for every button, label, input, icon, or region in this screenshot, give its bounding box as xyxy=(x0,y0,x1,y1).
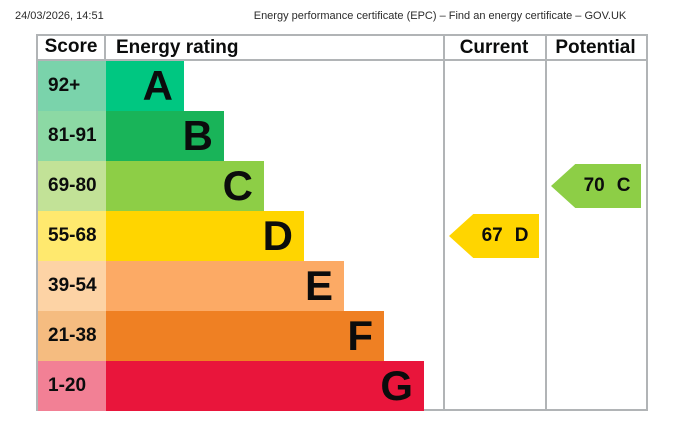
print-header-title: Energy performance certificate (EPC) – F… xyxy=(253,10,627,22)
score-range: 39-54 xyxy=(48,275,97,296)
band-letter: B xyxy=(182,112,213,159)
score-range: 21-38 xyxy=(48,325,97,346)
epc-band-row-d: 55-68 D xyxy=(38,211,646,261)
score-range: 69-80 xyxy=(48,175,97,196)
rating-bar: F xyxy=(106,311,384,361)
score-cell: 39-54 xyxy=(38,261,106,311)
rating-bar: E xyxy=(106,261,344,311)
epc-band-row-f: 21-38 F xyxy=(38,311,646,361)
score-cell: 92+ xyxy=(38,61,106,111)
rating-bar: G xyxy=(106,361,424,411)
epc-band-row-c: 69-80 C xyxy=(38,161,646,211)
potential-score-value: 70 xyxy=(583,175,605,196)
band-letter: D xyxy=(262,212,293,259)
current-column-divider xyxy=(443,36,445,409)
column-header-potential: Potential xyxy=(555,36,636,58)
epc-band-row-b: 81-91 B xyxy=(38,111,646,161)
score-range: 55-68 xyxy=(48,225,97,246)
rating-bar: A xyxy=(106,61,184,111)
score-range: 81-91 xyxy=(48,125,97,146)
epc-band-row-e: 39-54 E xyxy=(38,261,646,311)
score-range: 92+ xyxy=(48,75,81,96)
column-header-energy-rating: Energy rating xyxy=(116,36,239,58)
epc-band-row-g: 1-20 G xyxy=(38,361,646,411)
band-letter: E xyxy=(304,262,333,309)
score-cell: 69-80 xyxy=(38,161,106,211)
score-cell: 55-68 xyxy=(38,211,106,261)
potential-column-divider xyxy=(545,36,547,409)
band-letter: A xyxy=(142,62,173,109)
score-cell: 81-91 xyxy=(38,111,106,161)
band-letter: F xyxy=(347,312,373,359)
potential-band-letter: C xyxy=(616,175,631,196)
current-score-value: 67 xyxy=(481,225,503,246)
score-range: 1-20 xyxy=(48,375,87,396)
band-letter: G xyxy=(380,362,413,409)
column-header-current: Current xyxy=(459,36,529,58)
print-header-datetime: 24/03/2026, 14:51 xyxy=(15,10,104,22)
score-cell: 21-38 xyxy=(38,311,106,361)
rating-bar: C xyxy=(106,161,264,211)
score-cell: 1-20 xyxy=(38,361,106,411)
rating-bar: B xyxy=(106,111,224,161)
current-band-letter: D xyxy=(514,225,529,246)
column-header-score: Score xyxy=(38,36,106,59)
epc-table-header: Score Energy rating Current Potential xyxy=(38,36,646,61)
epc-rating-chart: Score Energy rating Current Potential 92… xyxy=(36,34,648,411)
band-letter: C xyxy=(222,162,253,209)
rating-bar: D xyxy=(106,211,304,261)
epc-band-row-a: 92+ A xyxy=(38,61,646,111)
